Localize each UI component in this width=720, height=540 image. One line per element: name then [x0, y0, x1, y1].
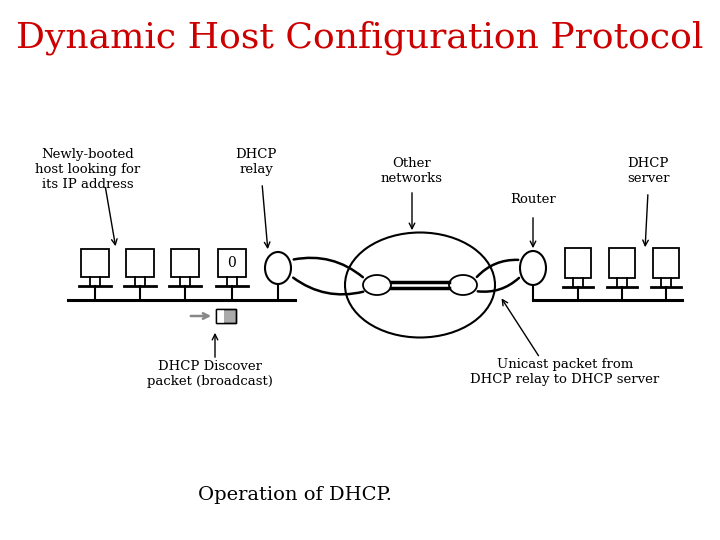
Text: Router: Router [510, 193, 556, 206]
Bar [565, 248, 591, 278]
Bar [171, 249, 199, 277]
Text: Operation of DHCP.: Operation of DHCP. [198, 486, 392, 504]
Ellipse shape [520, 251, 546, 285]
Text: DHCP Discover
packet (broadcast): DHCP Discover packet (broadcast) [147, 360, 273, 388]
Text: 0: 0 [228, 256, 236, 270]
Bar [216, 309, 224, 323]
Text: Unicast packet from
DHCP relay to DHCP server: Unicast packet from DHCP relay to DHCP s… [470, 358, 660, 386]
Text: Other
networks: Other networks [381, 157, 443, 185]
Ellipse shape [345, 233, 495, 338]
Text: DHCP
server: DHCP server [626, 157, 670, 185]
Text: Dynamic Host Configuration Protocol: Dynamic Host Configuration Protocol [17, 21, 703, 55]
Text: Newly-booted
host looking for
its IP address: Newly-booted host looking for its IP add… [35, 148, 140, 191]
Ellipse shape [363, 275, 391, 295]
Bar [126, 249, 154, 277]
Bar [81, 249, 109, 277]
Bar [653, 248, 679, 278]
Bar [609, 248, 635, 278]
Bar [218, 249, 246, 277]
Text: DHCP
relay: DHCP relay [235, 148, 276, 176]
Ellipse shape [449, 275, 477, 295]
Bar [216, 309, 236, 323]
Ellipse shape [265, 252, 291, 284]
Bar [216, 309, 236, 323]
